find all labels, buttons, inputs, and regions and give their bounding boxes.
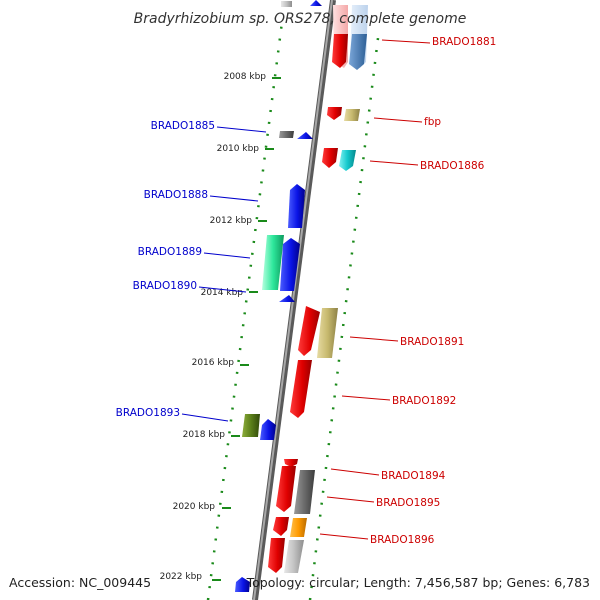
- gene-BRADO1891-red[interactable]: [298, 306, 320, 356]
- leader-line: [341, 395, 391, 401]
- gene-BRADO1896[interactable]: [290, 518, 307, 537]
- leader-line: [330, 468, 380, 476]
- leader-line: [326, 496, 375, 503]
- gene-labels: BRADO1881 fbp BRADO1886 BRADO1891 BRADO1…: [116, 36, 497, 546]
- gene-label-BRADO1885[interactable]: BRADO1885: [151, 120, 215, 132]
- gene-label-BRADO1892[interactable]: BRADO1892: [392, 395, 456, 407]
- gene-label-BRADO1891[interactable]: BRADO1891: [400, 336, 464, 348]
- tick-label: 2020 kbp: [173, 502, 216, 512]
- gene-BRADO1881[interactable]: [349, 34, 367, 70]
- gene-BRADO1888[interactable]: [288, 184, 305, 228]
- leader-line: [209, 195, 259, 202]
- gene-BRADO1892[interactable]: [290, 360, 312, 418]
- leader-line: [373, 117, 423, 123]
- leader-line: [216, 126, 267, 133]
- label-leaders: [181, 39, 431, 540]
- gene-BRADO1889-green[interactable]: [262, 235, 284, 290]
- accession-text: Accession: NC_009445: [9, 575, 151, 590]
- tick-label: 2016 kbp: [192, 358, 235, 368]
- gene-red-lower-2[interactable]: [268, 538, 285, 573]
- gene-red-lower-1[interactable]: [273, 517, 289, 536]
- gene-BRADO1889[interactable]: [280, 238, 300, 291]
- gene-label-BRADO1894[interactable]: BRADO1894: [381, 470, 446, 482]
- leader-line: [203, 252, 251, 259]
- gene-BRADO1880[interactable]: [332, 34, 348, 68]
- leader-line: [198, 286, 247, 293]
- gene-label-BRADO1889[interactable]: BRADO1889: [138, 246, 202, 258]
- gene-fbp[interactable]: [344, 109, 360, 121]
- gene-label-BRADO1888[interactable]: BRADO1888: [144, 189, 208, 201]
- gene-label-BRADO1893[interactable]: BRADO1893: [116, 407, 180, 419]
- gene-label-fbp[interactable]: fbp: [424, 116, 441, 128]
- gene-BRADO1883[interactable]: [327, 107, 342, 120]
- gene-top-grey[interactable]: [281, 1, 292, 7]
- gene-BRADO1893[interactable]: [260, 419, 276, 440]
- gene-top-blue[interactable]: [310, 0, 322, 6]
- tick-label: 2018 kbp: [183, 430, 226, 440]
- topology-text: Topology: circular; Length: 7,456,587 bp…: [246, 575, 590, 590]
- gene-label-BRADO1896[interactable]: BRADO1896: [370, 534, 435, 546]
- leader-line: [181, 413, 229, 422]
- gene-label-BRADO1881[interactable]: BRADO1881: [432, 36, 496, 48]
- tick-label: 2014 kbp: [201, 288, 244, 298]
- gene-BRADO1890[interactable]: [279, 295, 295, 302]
- gene-BRADO1884[interactable]: [322, 148, 338, 168]
- gene-BRADO1895[interactable]: [294, 470, 315, 514]
- gene-grey-lower[interactable]: [284, 540, 304, 573]
- leader-line: [319, 533, 369, 540]
- gene-bottom-blue[interactable]: [235, 577, 250, 592]
- tick-label: 2010 kbp: [217, 144, 260, 154]
- kbp-ticks: 2008 kbp 2010 kbp 2012 kbp 2014 kbp 2016…: [160, 72, 281, 582]
- gene-label-BRADO1886[interactable]: BRADO1886: [420, 160, 485, 172]
- plus-track-guide: [308, 37, 380, 600]
- leader-line: [369, 160, 419, 166]
- minus-strand-genes: [235, 0, 322, 592]
- plus-strand-genes: [268, 5, 368, 573]
- tick-label: 2022 kbp: [160, 572, 203, 582]
- tick-label: 2012 kbp: [210, 216, 253, 226]
- minus-track-guide: [206, 21, 284, 600]
- map-title: Bradyrhizobium sp. ORS278, complete geno…: [134, 11, 467, 27]
- gene-label-BRADO1890[interactable]: BRADO1890: [133, 280, 197, 292]
- leader-line: [381, 39, 431, 44]
- gene-BRADO1895-red[interactable]: [276, 466, 296, 512]
- gene-BRADO1891[interactable]: [317, 308, 338, 358]
- gene-BRADO1893-olive[interactable]: [242, 414, 260, 437]
- tick-label: 2008 kbp: [224, 72, 267, 82]
- gene-BRADO1894[interactable]: [284, 459, 298, 467]
- gene-BRADO1885[interactable]: [297, 132, 313, 139]
- gene-BRADO1885-grey[interactable]: [279, 131, 294, 138]
- leader-line: [349, 336, 399, 342]
- gene-label-BRADO1895[interactable]: BRADO1895: [376, 497, 440, 509]
- gene-BRADO1886[interactable]: [339, 150, 356, 171]
